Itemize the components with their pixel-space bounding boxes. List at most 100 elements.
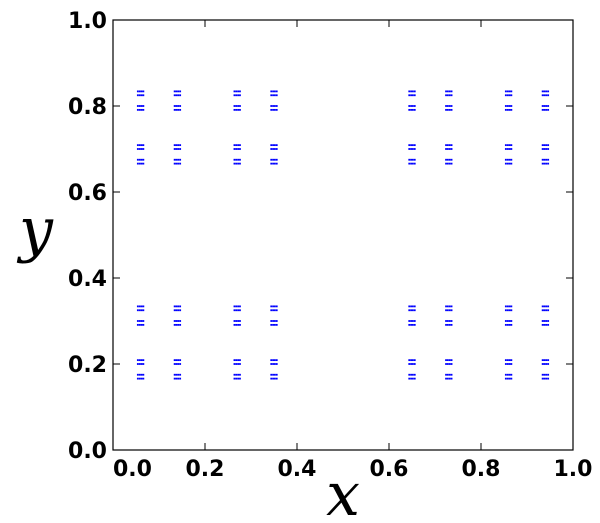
scatter-point <box>543 320 546 322</box>
scatter-point <box>408 377 411 380</box>
scatter-point <box>272 377 274 380</box>
scatter-point <box>547 144 550 147</box>
scatter-point <box>142 144 145 147</box>
scatter-point <box>175 373 178 376</box>
scatter-point <box>173 90 176 93</box>
scatter-point <box>413 359 416 362</box>
scatter-point <box>270 323 273 326</box>
scatter-point <box>504 148 507 150</box>
scatter-point <box>239 90 241 93</box>
scatter-point <box>510 323 513 326</box>
scatter-point <box>510 305 513 308</box>
scatter-point <box>408 359 411 362</box>
scatter-point <box>506 320 509 322</box>
scatter-point <box>275 90 278 93</box>
scatter-point <box>541 108 544 111</box>
scatter-point <box>177 108 180 111</box>
scatter-point <box>235 359 238 362</box>
scatter-point <box>413 377 416 380</box>
scatter-point <box>450 144 453 147</box>
scatter-point <box>504 320 507 322</box>
scatter-point <box>233 148 236 150</box>
scatter-point <box>142 90 145 93</box>
scatter-point <box>140 105 143 107</box>
scatter-point <box>235 305 238 308</box>
scatter-point <box>412 320 414 322</box>
scatter-point <box>508 90 511 93</box>
scatter-point <box>408 305 411 308</box>
scatter-point <box>448 158 451 161</box>
scatter-point <box>270 158 273 161</box>
scatter-point <box>270 162 273 165</box>
scatter-point <box>136 359 139 362</box>
scatter-point <box>446 148 449 150</box>
scatter-point <box>179 359 182 362</box>
scatter-point <box>275 94 278 97</box>
scatter-point <box>177 377 180 380</box>
scatter-point <box>173 148 176 150</box>
scatter-point <box>408 90 411 93</box>
scatter-point <box>412 162 414 165</box>
scatter-point <box>233 90 236 93</box>
scatter-point <box>235 148 238 150</box>
scatter-point <box>173 309 176 312</box>
scatter-point <box>235 320 238 322</box>
scatter-point <box>138 359 141 362</box>
scatter-point <box>508 320 511 322</box>
scatter-point <box>541 162 544 165</box>
scatter-point <box>179 90 182 93</box>
scatter-point <box>239 323 241 326</box>
scatter-point <box>175 377 178 380</box>
scatter-point <box>450 309 453 312</box>
scatter-point <box>445 359 447 362</box>
scatter-point <box>410 162 412 165</box>
scatter-point <box>541 359 544 362</box>
scatter-point <box>408 148 411 150</box>
scatter-point <box>445 144 447 147</box>
scatter-point <box>504 363 507 365</box>
scatter-point <box>140 359 143 362</box>
scatter-point <box>179 320 182 322</box>
scatter-point <box>179 158 182 161</box>
scatter-point <box>138 377 141 380</box>
scatter-point <box>448 90 451 93</box>
scatter-point <box>508 94 511 97</box>
scatter-point <box>510 359 513 362</box>
scatter-point <box>408 309 411 312</box>
scatter-point <box>142 105 145 107</box>
scatter-point <box>179 162 182 165</box>
scatter-point <box>508 105 511 107</box>
scatter-point <box>412 90 414 93</box>
scatter-point <box>233 320 236 322</box>
scatter-point <box>410 309 412 312</box>
scatter-point <box>541 158 544 161</box>
scatter-point <box>446 373 449 376</box>
scatter-point <box>410 94 412 97</box>
scatter-point <box>177 305 180 308</box>
scatter-point <box>275 108 278 111</box>
scatter-point <box>274 359 276 362</box>
scatter-point <box>173 158 176 161</box>
scatter-point <box>138 162 141 165</box>
scatter-point <box>136 309 139 312</box>
scatter-point <box>545 158 548 161</box>
scatter-point <box>445 363 447 365</box>
scatter-point <box>543 373 546 376</box>
scatter-point <box>142 323 145 326</box>
scatter-point <box>508 144 511 147</box>
scatter-point <box>275 158 278 161</box>
scatter-point <box>274 148 276 150</box>
scatter-point <box>506 359 509 362</box>
scatter-point <box>173 162 176 165</box>
scatter-point <box>140 158 143 161</box>
scatter-point <box>274 94 276 97</box>
scatter-point <box>142 108 145 111</box>
scatter-point <box>136 323 139 326</box>
scatter-point <box>173 323 176 326</box>
scatter-point <box>179 309 182 312</box>
scatter-point <box>413 162 416 165</box>
scatter-point <box>448 309 451 312</box>
scatter-point <box>177 162 180 165</box>
scatter-point <box>173 359 176 362</box>
scatter-point <box>179 94 182 97</box>
